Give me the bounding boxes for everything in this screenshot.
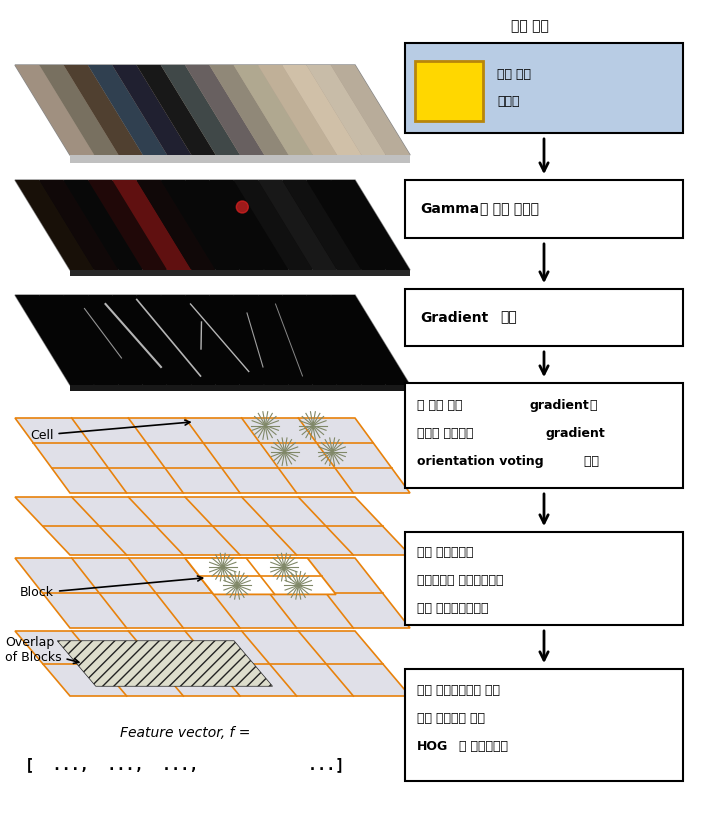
- Polygon shape: [330, 65, 410, 155]
- Polygon shape: [185, 180, 264, 270]
- Text: 수행: 수행: [580, 455, 599, 467]
- Polygon shape: [234, 295, 313, 385]
- Polygon shape: [282, 180, 361, 270]
- Text: 윈도우: 윈도우: [497, 95, 520, 108]
- Text: [  ...,  ...,  ...,            ...]: [ ..., ..., ..., ...]: [25, 757, 345, 772]
- Polygon shape: [185, 65, 264, 155]
- Bar: [405, 43, 683, 133]
- Bar: [405, 532, 683, 625]
- Polygon shape: [330, 295, 410, 385]
- Polygon shape: [209, 295, 289, 385]
- Polygon shape: [330, 180, 410, 270]
- Polygon shape: [185, 558, 336, 595]
- Polygon shape: [15, 180, 95, 270]
- Bar: [405, 669, 683, 781]
- Text: 블록들간의 격치는부분에: 블록들간의 격치는부분에: [417, 573, 503, 586]
- Polygon shape: [70, 270, 410, 276]
- Text: 를 벡터로결합: 를 벡터로결합: [459, 741, 508, 754]
- Text: Overlap
of Blocks: Overlap of Blocks: [5, 636, 79, 664]
- Text: gradient: gradient: [545, 426, 605, 440]
- Polygon shape: [209, 180, 289, 270]
- Text: Gamma: Gamma: [420, 202, 479, 216]
- Polygon shape: [306, 65, 385, 155]
- Polygon shape: [70, 385, 410, 391]
- Polygon shape: [282, 295, 361, 385]
- Text: 계산: 계산: [500, 311, 517, 325]
- Polygon shape: [40, 180, 119, 270]
- Polygon shape: [40, 295, 119, 385]
- Text: 각 셀에 대해: 각 셀에 대해: [417, 398, 467, 412]
- Polygon shape: [15, 295, 95, 385]
- Polygon shape: [209, 65, 289, 155]
- Polygon shape: [15, 65, 410, 155]
- Polygon shape: [15, 631, 410, 696]
- Bar: [415, 61, 483, 121]
- Text: Block: Block: [20, 576, 203, 600]
- Polygon shape: [136, 65, 216, 155]
- Text: 모든 블록들에 대한: 모든 블록들에 대한: [417, 712, 485, 726]
- Text: 의: 의: [589, 398, 597, 412]
- Polygon shape: [15, 497, 410, 555]
- Polygon shape: [136, 295, 216, 385]
- Polygon shape: [15, 295, 410, 385]
- Text: HOG: HOG: [417, 741, 448, 754]
- Polygon shape: [64, 180, 143, 270]
- Text: 크기를 기반으로: 크기를 기반으로: [417, 426, 477, 440]
- Text: Feature vector, f =: Feature vector, f =: [120, 726, 250, 740]
- Text: 여러 셀로구성된: 여러 셀로구성된: [417, 546, 474, 558]
- Polygon shape: [112, 65, 191, 155]
- Text: Cell: Cell: [30, 420, 190, 441]
- Text: 와 색상 정규화: 와 색상 정규화: [480, 202, 539, 216]
- Polygon shape: [306, 180, 385, 270]
- Polygon shape: [15, 418, 410, 493]
- Polygon shape: [234, 65, 313, 155]
- Polygon shape: [112, 180, 191, 270]
- Bar: [405, 180, 683, 238]
- Polygon shape: [161, 65, 240, 155]
- Polygon shape: [306, 295, 385, 385]
- Text: gradient: gradient: [529, 398, 589, 412]
- Bar: [405, 383, 683, 488]
- Polygon shape: [15, 558, 410, 628]
- Polygon shape: [88, 180, 167, 270]
- Polygon shape: [15, 180, 410, 270]
- Polygon shape: [64, 65, 143, 155]
- Bar: [405, 289, 683, 346]
- Polygon shape: [161, 295, 240, 385]
- Polygon shape: [161, 180, 240, 270]
- Polygon shape: [258, 295, 337, 385]
- Text: 대해 명암값을정규화: 대해 명암값을정규화: [417, 601, 489, 615]
- Polygon shape: [234, 180, 313, 270]
- Text: 휴머 검출: 휴머 검출: [497, 68, 531, 81]
- Polygon shape: [258, 180, 337, 270]
- Polygon shape: [40, 65, 119, 155]
- Circle shape: [237, 201, 249, 213]
- Polygon shape: [112, 295, 191, 385]
- Polygon shape: [88, 295, 167, 385]
- Polygon shape: [15, 65, 95, 155]
- Text: Gradient: Gradient: [420, 311, 489, 325]
- Text: 입력 영상: 입력 영상: [510, 19, 549, 33]
- Text: 검출 윈도우내부에 있는: 검출 윈도우내부에 있는: [417, 685, 500, 697]
- Text: orientation voting: orientation voting: [417, 455, 544, 467]
- Polygon shape: [88, 65, 167, 155]
- Polygon shape: [282, 65, 361, 155]
- Polygon shape: [136, 180, 216, 270]
- Polygon shape: [70, 155, 410, 163]
- Polygon shape: [185, 295, 264, 385]
- Polygon shape: [57, 641, 273, 686]
- Polygon shape: [64, 295, 143, 385]
- Polygon shape: [258, 65, 337, 155]
